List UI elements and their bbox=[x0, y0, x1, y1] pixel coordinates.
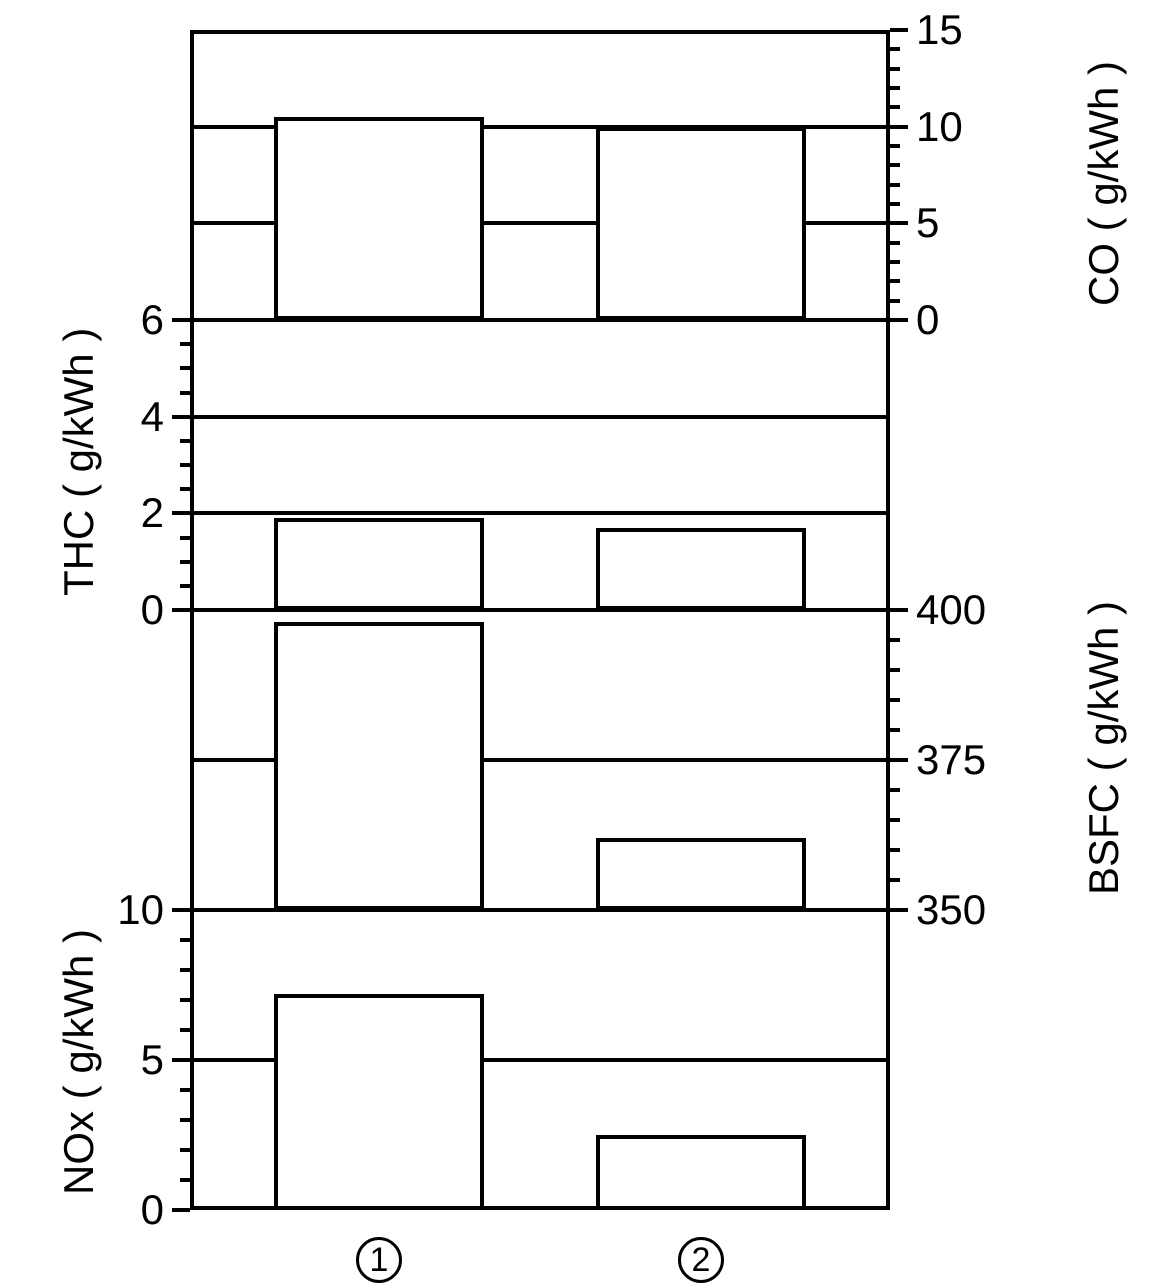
thc-axis-label: THC ( g/kWh ) bbox=[55, 327, 103, 595]
co-tick-label: 10 bbox=[916, 103, 963, 151]
bsfc-tick-label: 350 bbox=[916, 886, 986, 934]
nox-tick bbox=[172, 1058, 190, 1062]
bsfc-tick bbox=[890, 908, 908, 912]
co-tick bbox=[890, 144, 900, 148]
bsfc-tick bbox=[890, 848, 900, 852]
co-tick bbox=[890, 28, 908, 32]
nox-tick bbox=[172, 908, 190, 912]
thc-tick bbox=[180, 487, 190, 491]
co-tick bbox=[890, 260, 900, 264]
thc-tick bbox=[180, 536, 190, 540]
bsfc-tick bbox=[890, 698, 900, 702]
nox-tick bbox=[180, 1178, 190, 1182]
bsfc-tick bbox=[890, 608, 908, 612]
bsfc-tick bbox=[890, 728, 900, 732]
thc-gridline bbox=[190, 511, 890, 515]
co-tick bbox=[890, 241, 900, 245]
co-bar-2 bbox=[596, 127, 806, 320]
thc-tick bbox=[172, 318, 190, 322]
bsfc-panel-top-line bbox=[190, 608, 890, 612]
co-tick bbox=[890, 318, 908, 322]
co-tick bbox=[890, 105, 900, 109]
nox-tick bbox=[180, 1028, 190, 1032]
thc-gridline bbox=[190, 415, 890, 419]
co-tick bbox=[890, 279, 900, 283]
bsfc-tick bbox=[890, 818, 900, 822]
bsfc-tick bbox=[890, 878, 900, 882]
nox-tick bbox=[180, 1118, 190, 1122]
co-tick-label: 5 bbox=[916, 199, 939, 247]
bsfc-tick bbox=[890, 668, 900, 672]
bsfc-tick bbox=[890, 788, 900, 792]
thc-tick-label: 2 bbox=[141, 489, 164, 537]
figure-root: 051015CO ( g/kWh )0246THC ( g/kWh )35037… bbox=[0, 0, 1165, 1286]
co-tick bbox=[890, 221, 908, 225]
thc-tick bbox=[172, 415, 190, 419]
nox-tick-label: 0 bbox=[141, 1186, 164, 1234]
bsfc-tick-label: 400 bbox=[916, 586, 986, 634]
thc-tick bbox=[180, 584, 190, 588]
thc-tick bbox=[180, 366, 190, 370]
thc-panel-top-line bbox=[190, 318, 890, 322]
x-category-1: 1 bbox=[349, 1228, 409, 1283]
co-tick bbox=[890, 47, 900, 51]
nox-tick-label: 5 bbox=[141, 1036, 164, 1084]
thc-tick bbox=[180, 560, 190, 564]
thc-tick bbox=[172, 511, 190, 515]
bsfc-bar-2 bbox=[596, 838, 806, 910]
co-tick bbox=[890, 67, 900, 71]
thc-tick bbox=[180, 342, 190, 346]
nox-bar-1 bbox=[274, 994, 484, 1210]
thc-tick bbox=[180, 463, 190, 467]
bsfc-tick-label: 375 bbox=[916, 736, 986, 784]
nox-tick bbox=[180, 1148, 190, 1152]
thc-tick bbox=[180, 391, 190, 395]
nox-tick bbox=[180, 1088, 190, 1092]
thc-bar-2 bbox=[596, 528, 806, 610]
thc-tick bbox=[180, 439, 190, 443]
nox-axis-label: NOx ( g/kWh ) bbox=[55, 929, 103, 1195]
nox-tick bbox=[180, 968, 190, 972]
bsfc-axis-label: BSFC ( g/kWh ) bbox=[1080, 601, 1128, 895]
thc-tick bbox=[172, 608, 190, 612]
nox-panel-top-line bbox=[190, 908, 890, 912]
co-tick-label: 0 bbox=[916, 296, 939, 344]
thc-tick-label: 4 bbox=[141, 393, 164, 441]
nox-tick bbox=[180, 998, 190, 1002]
co-tick-label: 15 bbox=[916, 6, 963, 54]
thc-tick-label: 6 bbox=[141, 296, 164, 344]
bsfc-tick bbox=[890, 758, 908, 762]
co-tick bbox=[890, 125, 908, 129]
co-tick bbox=[890, 163, 900, 167]
nox-bar-2 bbox=[596, 1135, 806, 1210]
co-tick bbox=[890, 86, 900, 90]
co-tick bbox=[890, 183, 900, 187]
bsfc-tick bbox=[890, 638, 900, 642]
co-tick bbox=[890, 299, 900, 303]
co-tick bbox=[890, 202, 900, 206]
bsfc-bar-1 bbox=[274, 622, 484, 910]
thc-bar-1 bbox=[274, 518, 484, 610]
nox-tick bbox=[180, 938, 190, 942]
nox-tick bbox=[172, 1208, 190, 1212]
nox-tick-label: 10 bbox=[117, 886, 164, 934]
co-axis-label: CO ( g/kWh ) bbox=[1080, 60, 1128, 305]
x-category-2: 2 bbox=[671, 1228, 731, 1283]
thc-tick-label: 0 bbox=[141, 586, 164, 634]
co-bar-1 bbox=[274, 117, 484, 320]
